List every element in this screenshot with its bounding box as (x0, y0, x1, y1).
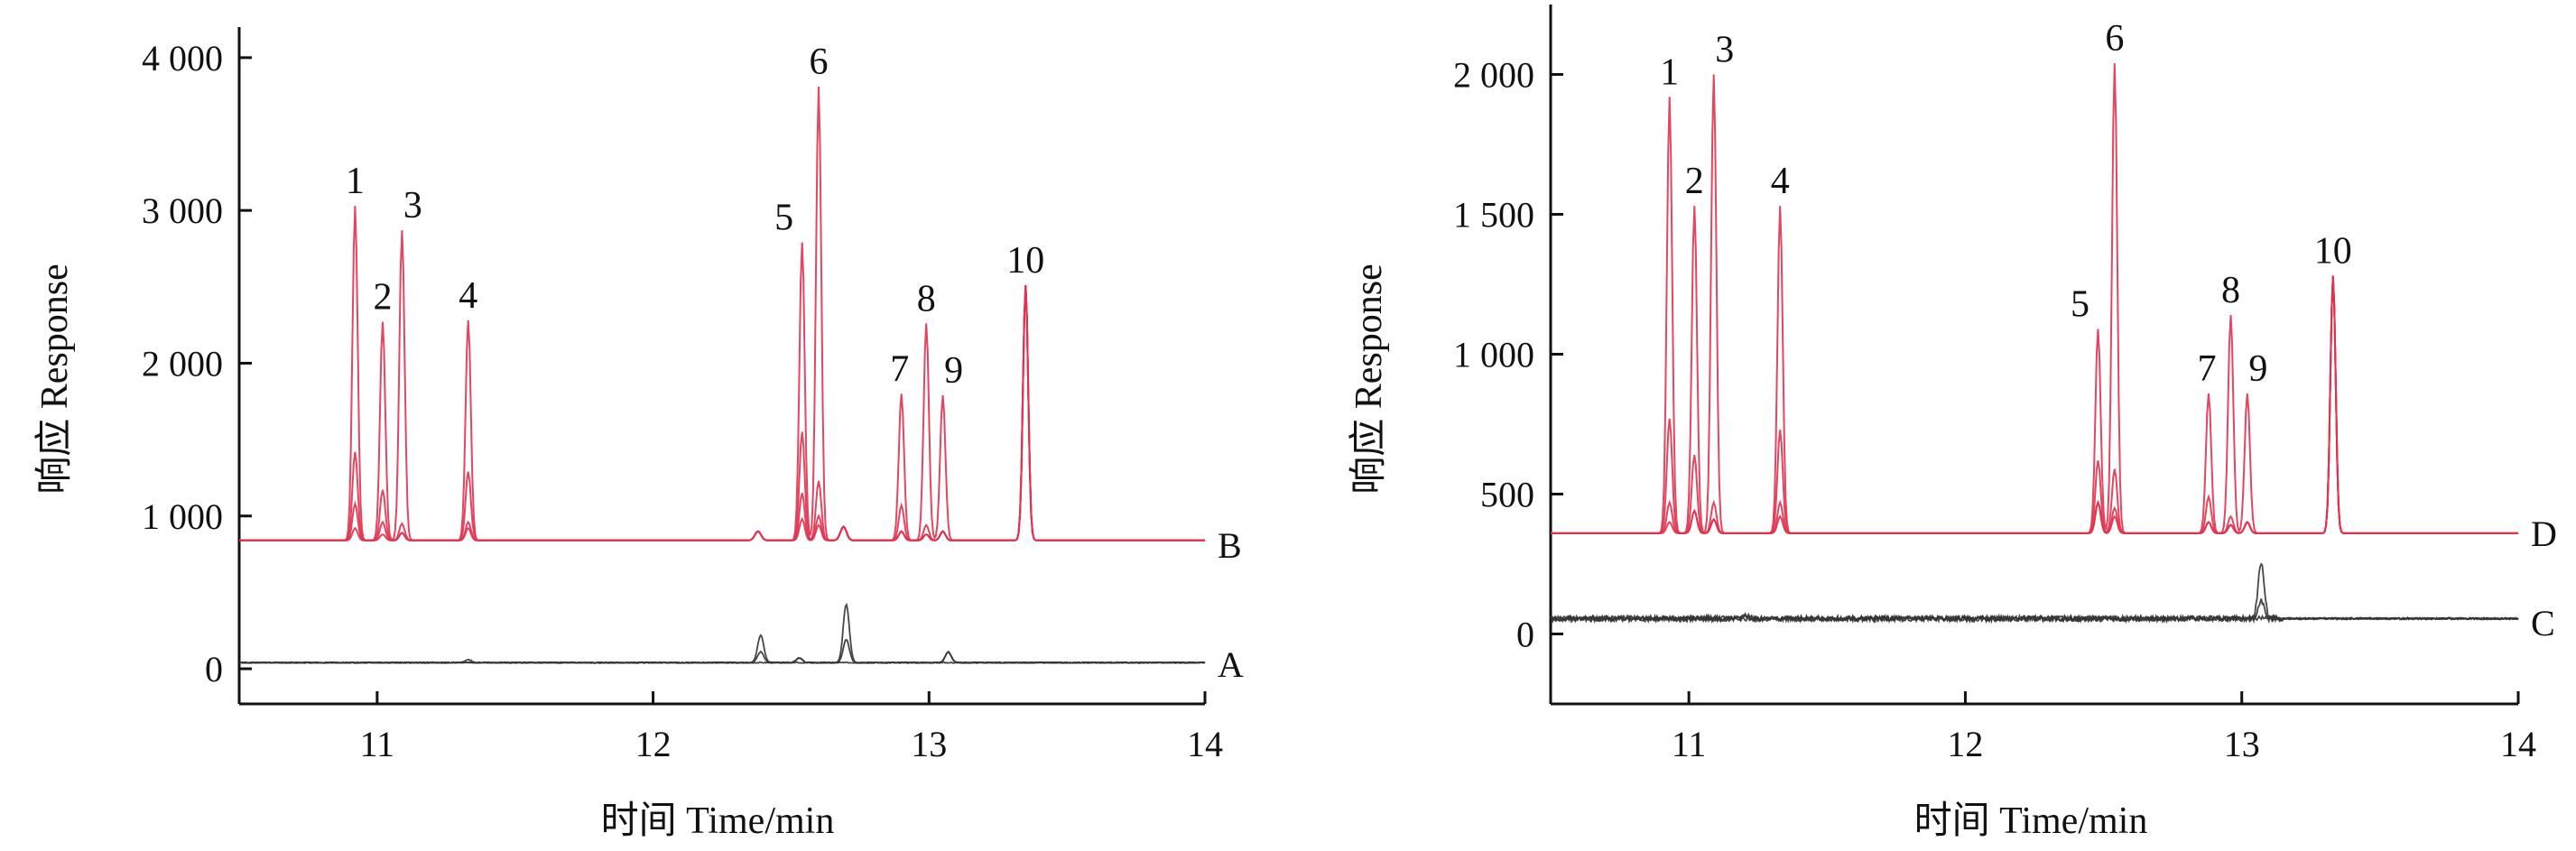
trace-a-line (239, 651, 1206, 664)
y-axis-title-right: 响应 Response (1348, 264, 1390, 495)
trace-label-d: D (2531, 513, 2557, 554)
y-tick-label: 500 (1480, 475, 1534, 515)
y-tick-label: 0 (205, 649, 223, 689)
x-tick-label: 11 (360, 724, 395, 764)
trace-b-line (239, 285, 1205, 541)
peak-label-9: 9 (944, 350, 963, 392)
x-tick-label: 14 (1187, 724, 1223, 764)
peak-label-3: 3 (1715, 30, 1734, 71)
peak-label-10: 10 (1006, 240, 1044, 282)
peak-label-4: 4 (1771, 161, 1790, 202)
peak-label-7: 7 (890, 348, 909, 390)
trace-label-b: B (1218, 525, 1242, 566)
trace-a-line (238, 638, 1206, 664)
y-tick-label: 1 000 (142, 496, 223, 537)
y-tick-label: 1 500 (1453, 195, 1534, 236)
y-tick-label: 4 000 (142, 38, 223, 79)
peak-label-5: 5 (2071, 284, 2090, 326)
peak-label-4: 4 (459, 275, 477, 317)
y-tick-label: 0 (1516, 615, 1534, 655)
x-tick-label: 13 (911, 724, 947, 764)
trace-label-a: A (1218, 644, 1244, 685)
peak-label-1: 1 (1660, 51, 1679, 93)
y-axis-title-left: 响应 Response (33, 264, 76, 495)
trace-d-line (1551, 275, 2518, 534)
peak-label-6: 6 (2105, 18, 2124, 60)
peak-label-3: 3 (403, 185, 422, 227)
trace-b-line (239, 285, 1205, 541)
peak-label-8: 8 (917, 278, 936, 319)
x-tick-label: 13 (2224, 724, 2260, 764)
x-axis-title-right: 时间 Time/min (1914, 800, 2148, 842)
y-tick-label: 2 000 (1453, 55, 1534, 96)
trace-d-line (1551, 275, 2518, 534)
y-tick-label: 2 000 (142, 343, 223, 384)
trace-d-line (1551, 275, 2518, 534)
x-tick-label: 14 (2500, 724, 2536, 764)
peak-label-1: 1 (346, 161, 365, 202)
x-axis-title-left: 时间 Time/min (601, 800, 835, 842)
trace-label-c: C (2531, 603, 2555, 643)
trace-c-line (1550, 562, 2519, 624)
peak-label-6: 6 (810, 42, 829, 83)
y-tick-label: 3 000 (142, 190, 223, 231)
peak-label-7: 7 (2197, 348, 2216, 390)
peak-label-2: 2 (1685, 161, 1704, 202)
peak-label-8: 8 (2221, 270, 2240, 311)
trace-a-line (238, 602, 1206, 664)
peak-label-9: 9 (2248, 348, 2267, 390)
x-tick-label: 11 (1672, 724, 1707, 764)
peak-label-2: 2 (373, 277, 392, 319)
peak-label-5: 5 (774, 198, 793, 239)
x-tick-label: 12 (1947, 724, 1983, 764)
peak-label-10: 10 (2314, 231, 2352, 273)
x-tick-label: 12 (635, 724, 672, 764)
trace-c-line (1550, 613, 2519, 624)
y-tick-label: 1 000 (1453, 335, 1534, 375)
